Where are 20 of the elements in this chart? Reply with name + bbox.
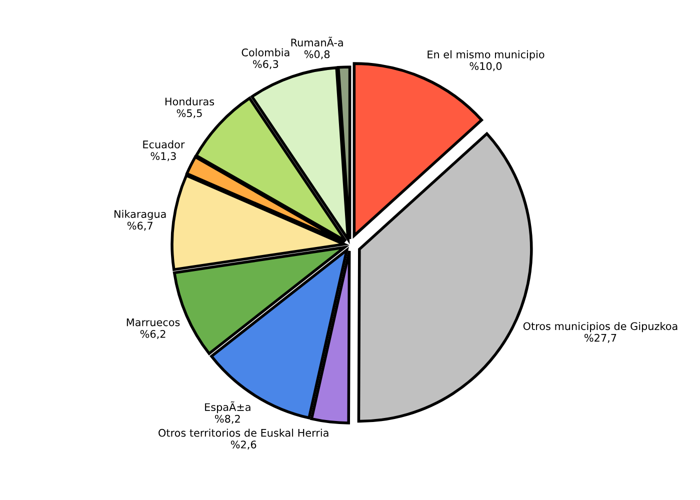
data-label: %2,6: [230, 440, 256, 450]
slice-label: Nikaragua: [114, 210, 166, 220]
data-label: %8,2: [215, 414, 240, 424]
data-label: %6,3: [253, 60, 278, 70]
data-label: %6,2: [140, 330, 166, 339]
slice-label: Ecuador: [143, 140, 185, 148]
data-label: %27,7: [584, 334, 616, 343]
data-label: %0,8: [304, 50, 330, 60]
data-label: %6,7: [127, 222, 152, 231]
slice-label: Colombia: [242, 48, 290, 56]
slice-label: Otros territorios de Euskal Herria: [158, 428, 328, 437]
slice-label: Honduras: [165, 97, 214, 106]
data-label: %10,0: [470, 62, 502, 72]
slice-label: Marruecos: [126, 318, 180, 326]
slice-label: Otros municipios de Gipuzkoa: [523, 322, 678, 332]
data-label: %1,3: [150, 152, 176, 162]
slice-label: EspaÃ±a: [205, 401, 250, 414]
slice-label: RumanÃ-a: [291, 36, 343, 47]
data-label: %5,5: [176, 109, 202, 118]
slice-label: En el mismo municipio: [428, 50, 544, 60]
